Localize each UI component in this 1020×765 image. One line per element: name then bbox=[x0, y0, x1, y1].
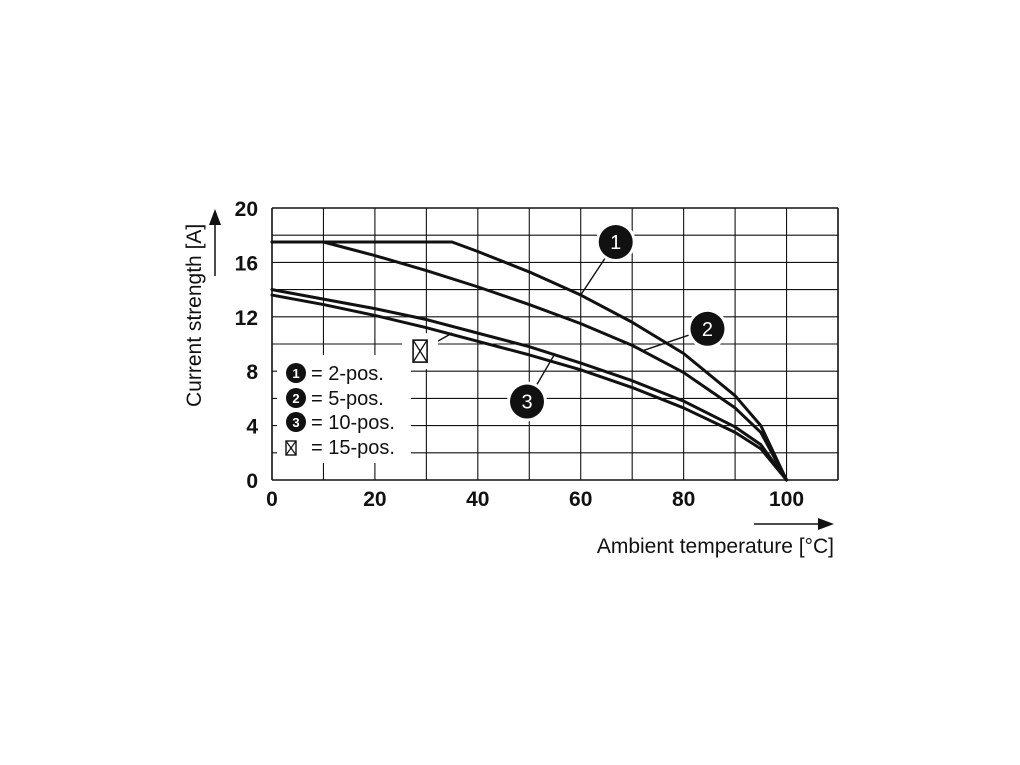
legend-marker-3 bbox=[286, 412, 306, 432]
grid bbox=[271, 207, 839, 481]
x-tick-label: 60 bbox=[569, 488, 592, 511]
y-tick-label: 0 bbox=[246, 470, 258, 493]
x-tick-label: 0 bbox=[266, 488, 278, 511]
legend-label: = 5-pos. bbox=[311, 388, 384, 410]
y-axis-label: Current strength [A] bbox=[183, 224, 206, 407]
series-line-2 bbox=[270, 240, 789, 482]
y-tick-label: 4 bbox=[246, 416, 258, 439]
legend-marker-1 bbox=[286, 363, 306, 383]
series-annotations: 1 2 3 bbox=[402, 222, 728, 422]
x-tick-label: 100 bbox=[769, 488, 804, 511]
annotation-marker-1 bbox=[598, 225, 633, 260]
annotation-marker-3 bbox=[510, 384, 544, 419]
x-tick-label: 40 bbox=[466, 488, 489, 511]
legend-marker-box-icon bbox=[285, 440, 297, 456]
annotation-marker-label: 1 bbox=[610, 232, 621, 254]
legend-entry: = 15-pos. bbox=[285, 437, 395, 459]
axis-titles: Ambient temperature [°C] Current strengt… bbox=[183, 209, 834, 558]
series-line-☒ bbox=[270, 293, 789, 482]
x-axis-label: Ambient temperature [°C] bbox=[597, 535, 834, 558]
legend-label: = 15-pos. bbox=[311, 437, 395, 459]
x-tick-label: 20 bbox=[363, 488, 386, 511]
x-axis-arrow-head bbox=[818, 518, 834, 530]
legend-marker-2 bbox=[286, 388, 306, 408]
series-line-1 bbox=[270, 240, 789, 482]
tick-labels: 0 20 40 60 80 100 0 4 8 12 16 20 bbox=[235, 198, 804, 511]
annotation-marker-2 bbox=[690, 311, 725, 346]
legend-label: = 2-pos. bbox=[311, 363, 384, 385]
y-tick-label: 8 bbox=[246, 361, 258, 384]
legend-marker-label: 1 bbox=[292, 366, 299, 381]
y-axis-arrow-head bbox=[209, 209, 221, 225]
legend-label: = 10-pos. bbox=[311, 412, 395, 434]
annotation-marker-label: 2 bbox=[702, 319, 713, 341]
x-tick-label: 80 bbox=[672, 488, 695, 511]
legend: 1 = 2-pos. 2 = 5-pos. 3 = 10-pos. = 15-p… bbox=[277, 355, 411, 463]
legend-entry: 1 = 2-pos. bbox=[286, 363, 384, 385]
legend-entry: 2 = 5-pos. bbox=[286, 388, 384, 410]
y-tick-label: 16 bbox=[235, 252, 258, 275]
legend-entry: 3 = 10-pos. bbox=[286, 412, 395, 434]
annotation-marker-label: 3 bbox=[521, 392, 532, 414]
y-tick-label: 12 bbox=[235, 307, 258, 330]
legend-marker-label: 3 bbox=[292, 415, 299, 430]
legend-marker-label: 2 bbox=[292, 391, 299, 406]
y-tick-label: 20 bbox=[235, 198, 258, 221]
annotation-box-cross bbox=[412, 339, 428, 363]
